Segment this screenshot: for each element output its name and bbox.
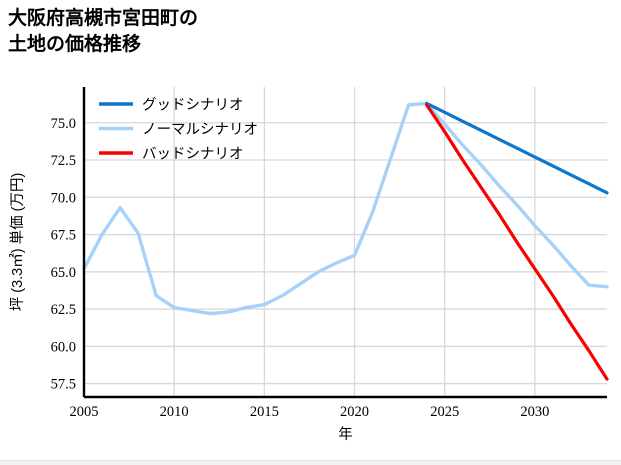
y-tick-label: 60.0 xyxy=(51,339,76,355)
y-tick-label: 65.0 xyxy=(51,265,76,281)
x-tick-label: 2005 xyxy=(70,404,99,420)
series-lines xyxy=(82,101,609,381)
series-line xyxy=(425,101,609,195)
x-axis-title: 年 xyxy=(338,426,353,443)
y-tick-label: 72.5 xyxy=(51,153,76,169)
axis-lines xyxy=(82,87,607,399)
x-tick-label: 2020 xyxy=(340,404,369,420)
y-tick-label: 67.5 xyxy=(51,228,76,244)
legend-label: バッドシナリオ xyxy=(142,147,244,163)
y-tick-label: 57.5 xyxy=(51,377,76,393)
window-bottom-bar xyxy=(0,460,621,465)
legend-label: ノーマルシナリオ xyxy=(142,122,258,138)
axis-titles: 年 坪 (3.3㎡) 単価 (万円) xyxy=(9,173,353,443)
y-axis-ticks: 57.5 60.0 62.5 65.0 67.5 70.0 72.5 75.0 xyxy=(51,116,76,393)
grid-lines xyxy=(83,87,607,397)
series-line xyxy=(425,103,609,381)
page-title: 大阪府高槻市宮田町の 土地の価格推移 xyxy=(8,8,199,55)
y-tick-label: 75.0 xyxy=(51,116,76,132)
x-axis-ticks: 2005 2010 2015 2020 2025 2030 xyxy=(70,404,550,420)
x-tick-label: 2010 xyxy=(160,404,189,420)
y-tick-label: 70.0 xyxy=(51,190,76,206)
y-axis-title: 坪 (3.3㎡) 単価 (万円) xyxy=(9,173,26,312)
x-tick-label: 2025 xyxy=(430,404,459,420)
legend-label: グッドシナリオ xyxy=(142,97,244,114)
x-tick-label: 2030 xyxy=(520,404,549,420)
series-line xyxy=(82,101,609,316)
x-tick-label: 2015 xyxy=(250,404,279,420)
y-tick-label: 62.5 xyxy=(51,302,76,318)
